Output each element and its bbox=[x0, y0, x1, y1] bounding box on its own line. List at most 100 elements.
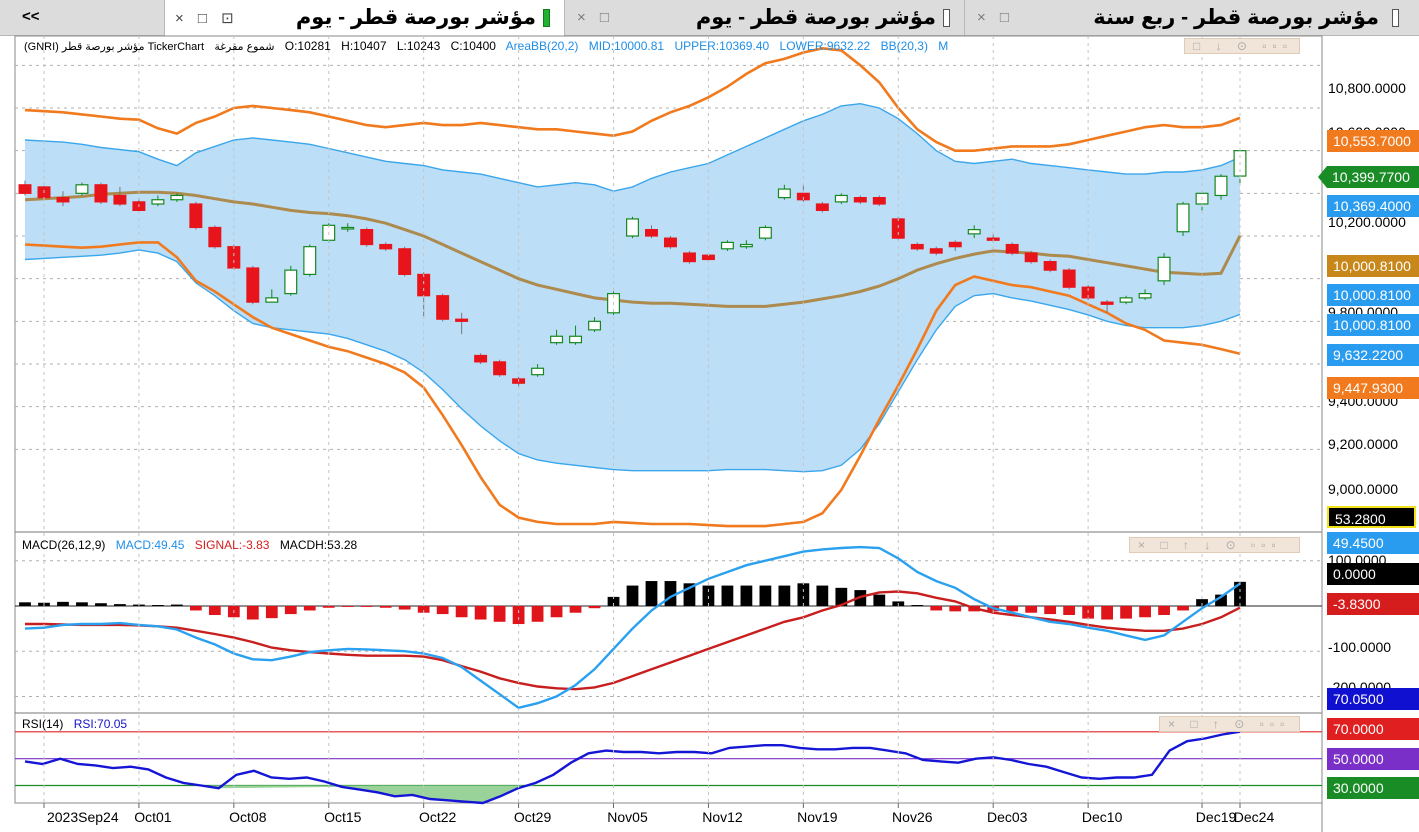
macd-axis-label: -100.0000 bbox=[1328, 639, 1392, 655]
macd-name[interactable]: MACD(26,12,9) bbox=[22, 538, 106, 552]
time-axis-label: 2023Sep24 bbox=[47, 809, 119, 825]
candle-down bbox=[1062, 269, 1076, 288]
macd-hist-bar-pos bbox=[645, 581, 658, 606]
candle-up bbox=[588, 320, 602, 331]
candle-down bbox=[94, 184, 108, 203]
bb3-label[interactable]: BB(20,3) bbox=[880, 39, 928, 53]
rsi-tag-30: 30.0000 bbox=[1327, 777, 1419, 799]
candle-up bbox=[739, 243, 753, 248]
macd-hist-bar-neg bbox=[189, 605, 202, 611]
macd-signal-value: SIGNAL:-3.83 bbox=[194, 538, 270, 552]
high-value: H:10407 bbox=[341, 39, 387, 53]
macd-hist-bar-neg bbox=[1025, 605, 1038, 613]
candle-down bbox=[455, 318, 469, 322]
tab-title: مؤشر بورصة قطر - يوم bbox=[695, 6, 936, 29]
time-axis-label: Nov19 bbox=[797, 809, 838, 825]
macd-hist-bar-pos bbox=[759, 585, 772, 606]
price-pane-controls[interactable]: □ ↓ ⊙ ▫▫▫ bbox=[1184, 38, 1300, 54]
candle-down bbox=[18, 184, 32, 194]
macd-hist-bar-neg bbox=[1063, 605, 1076, 615]
macd-tag-zero: 0.0000 bbox=[1327, 563, 1419, 585]
macd-line bbox=[24, 545, 1241, 710]
candle-up bbox=[303, 246, 317, 276]
candle-down bbox=[682, 252, 696, 263]
candle-down bbox=[113, 194, 127, 205]
macd-pane-controls[interactable]: × □ ↑ ↓ ⊙ ▫▫▫ bbox=[1129, 537, 1300, 553]
candle-down bbox=[56, 197, 70, 203]
tab-controls[interactable]: × □ bbox=[577, 9, 614, 26]
chart-style-label: شموع مفرغة bbox=[214, 41, 275, 53]
rsi-pane-controls[interactable]: × □ ↑ ⊙ ▫▫▫ bbox=[1159, 716, 1300, 732]
tab-controls[interactable]: × □ ⊡ bbox=[175, 10, 239, 27]
macd-hist-bar-pos bbox=[816, 585, 829, 606]
candle-down bbox=[246, 267, 260, 303]
tab-title: مؤشر بورصة قطر - ربع سنة bbox=[1093, 6, 1379, 29]
bb3-upper-line bbox=[24, 46, 1241, 152]
candle-up bbox=[720, 241, 734, 250]
tab-controls[interactable]: × □ bbox=[977, 9, 1014, 26]
macd-hist-bar-neg bbox=[1044, 605, 1057, 615]
tab-scroll-left-button[interactable]: << bbox=[0, 0, 165, 36]
macd-hist-bar-neg bbox=[949, 605, 962, 612]
rsi-oversold-area bbox=[201, 785, 536, 803]
candle-down bbox=[948, 241, 962, 248]
macd-hist-bar-pos bbox=[702, 585, 715, 606]
more-indicators-label[interactable]: M bbox=[938, 39, 949, 53]
macd-hist-bar-neg bbox=[417, 605, 430, 613]
rsi-pane-header: RSI(14) RSI:70.05 bbox=[22, 717, 134, 731]
macd-hist-bar-pos bbox=[1196, 599, 1208, 606]
tab-qe-index-day-active[interactable]: × □ ⊡ مؤشر بورصة قطر - يوم bbox=[165, 0, 565, 36]
macd-hist-bar-neg bbox=[360, 605, 373, 607]
candle-down bbox=[208, 226, 222, 248]
macd-tag-hist: 53.2800 bbox=[1327, 506, 1416, 528]
macd-hist-bar-neg bbox=[208, 605, 221, 615]
time-axis-label: Oct01 bbox=[134, 809, 172, 825]
close-value: C:10400 bbox=[450, 39, 496, 53]
candle-up bbox=[626, 218, 639, 237]
rsi-tag-70: 70.0000 bbox=[1327, 718, 1419, 740]
candle-down bbox=[1100, 301, 1114, 305]
bb-mid-value: MID:10000.81 bbox=[588, 39, 665, 53]
tab-marker bbox=[943, 9, 950, 27]
macd-hist-bar-pos bbox=[683, 583, 696, 606]
candle-up bbox=[569, 335, 583, 344]
candle-up bbox=[151, 199, 165, 205]
macd-tag-signal: -3.8300 bbox=[1327, 593, 1419, 615]
macd-hist-bar-pos bbox=[1215, 594, 1227, 606]
rsi-name[interactable]: RSI(14) bbox=[22, 717, 64, 731]
area-bb-label[interactable]: AreaBB(20,2) bbox=[505, 39, 579, 53]
tab-bar: << × □ ⊡ مؤشر بورصة قطر - يوم × □ مؤشر ب… bbox=[0, 0, 1419, 36]
macd-hist-bar-pos bbox=[57, 601, 69, 606]
macd-hist-bar-pos bbox=[1234, 581, 1246, 606]
macd-hist-bar-pos bbox=[778, 585, 791, 606]
macd-hist-bar-neg bbox=[455, 605, 468, 618]
tab-qe-index-day[interactable]: × □ مؤشر بورصة قطر - يوم bbox=[565, 0, 965, 36]
candle-down bbox=[853, 197, 867, 203]
bb-lower-line bbox=[24, 249, 1241, 473]
candle-up bbox=[75, 184, 89, 194]
candle-up bbox=[1157, 256, 1171, 282]
time-axis-label: Oct15 bbox=[324, 809, 362, 825]
candle-up bbox=[1119, 297, 1133, 303]
macd-hist-bar-pos bbox=[152, 605, 164, 607]
macd-hist-bar-neg bbox=[398, 605, 411, 610]
macd-pane-header: MACD(26,12,9) MACD:49.45 SIGNAL:-3.83 MA… bbox=[22, 538, 364, 552]
candle-up bbox=[531, 367, 545, 376]
price-tag-bb-upper: 10,369.4000 bbox=[1327, 195, 1419, 217]
tab-qe-index-quarter[interactable]: × □ مؤشر بورصة قطر - ربع سنة bbox=[965, 0, 1419, 36]
candle-up bbox=[1176, 203, 1190, 233]
macd-hist-bar-pos bbox=[607, 596, 620, 606]
macd-hist-bar-neg bbox=[303, 605, 316, 611]
macd-hist-bar-neg bbox=[1177, 605, 1189, 611]
open-value: O:10281 bbox=[284, 39, 331, 53]
candle-down bbox=[910, 243, 924, 250]
macd-hist-bar-pos bbox=[721, 585, 734, 606]
candle-down bbox=[227, 246, 241, 269]
price-tag-last-close: 10,399.7700 bbox=[1318, 166, 1419, 188]
candle-up bbox=[967, 229, 981, 235]
candle-up bbox=[834, 194, 848, 203]
macd-hist-bar-neg bbox=[265, 605, 278, 619]
tab-active-marker bbox=[543, 9, 550, 27]
macd-hist-bar-neg bbox=[512, 605, 525, 625]
